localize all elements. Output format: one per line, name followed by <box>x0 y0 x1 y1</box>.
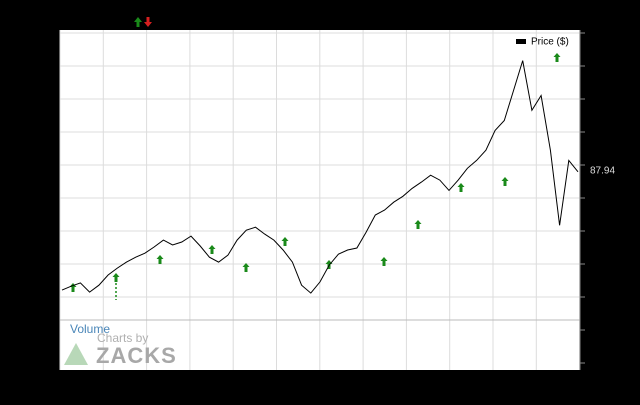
legend-swatch <box>516 39 526 44</box>
event-arrow <box>501 177 509 186</box>
event-arrow <box>380 257 388 266</box>
credit-text: Charts by <box>97 331 148 345</box>
zacks-logo <box>64 343 88 365</box>
event-arrow <box>457 183 465 192</box>
event-arrow <box>242 263 250 272</box>
brand-text: ZACKS <box>96 343 177 368</box>
grid <box>59 30 581 370</box>
events <box>69 53 561 300</box>
event-arrow <box>325 260 333 269</box>
event-arrow <box>112 273 120 282</box>
event-arrow <box>414 220 422 229</box>
volume-label: Volume <box>70 322 110 336</box>
price-line <box>61 60 579 294</box>
event-arrow <box>553 53 561 62</box>
event-arrow <box>281 237 289 246</box>
event-arrow <box>156 255 164 264</box>
event-arrow <box>208 245 216 254</box>
up-arrow-icon <box>134 17 142 27</box>
legend-label: Price ($) <box>531 37 569 48</box>
down-arrow-icon <box>144 17 152 27</box>
last-price-label: 87.94 <box>590 166 615 177</box>
axis-ticks <box>580 32 585 364</box>
